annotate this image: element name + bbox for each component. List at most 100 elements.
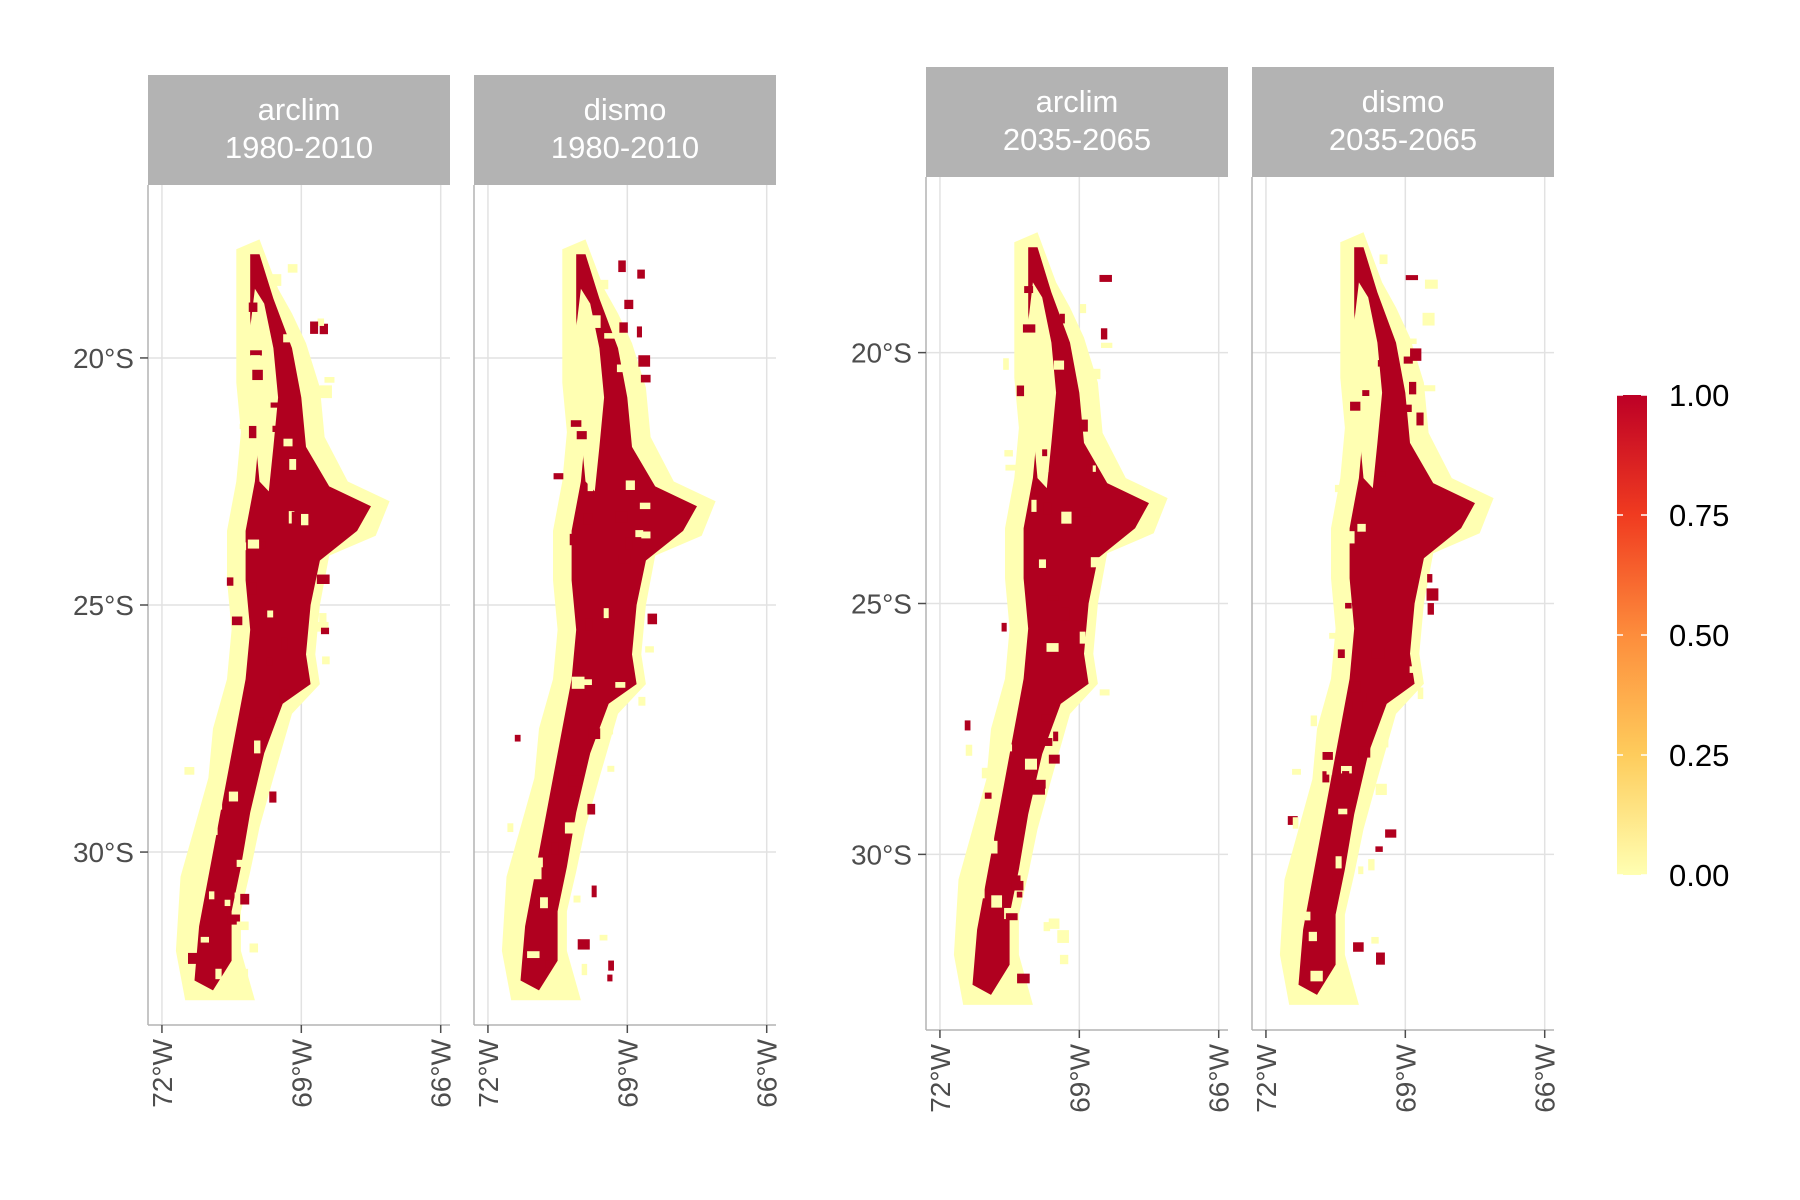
- raster-cell: [607, 765, 615, 772]
- raster-cell: [319, 385, 332, 399]
- raster-cell: [636, 326, 642, 338]
- raster-cell: [1350, 401, 1361, 411]
- raster-cell: [618, 554, 631, 564]
- facet-strip-label: arclim: [258, 92, 341, 127]
- raster-cell: [564, 822, 576, 834]
- raster-cell: [1059, 313, 1065, 324]
- raster-cell: [283, 438, 293, 447]
- raster-cell: [187, 952, 200, 964]
- raster-cell: [234, 892, 242, 903]
- raster-cell: [231, 616, 243, 626]
- raster-cell: [638, 696, 646, 706]
- raster-cell: [1003, 358, 1009, 370]
- raster-cell: [210, 825, 218, 835]
- raster-cell: [316, 621, 329, 632]
- raster-cell: [591, 885, 597, 898]
- raster-cell: [1326, 810, 1333, 818]
- raster-cell: [1385, 829, 1397, 838]
- region-present: [972, 247, 1149, 995]
- raster-cell: [1362, 390, 1370, 397]
- raster-cell: [1292, 768, 1301, 775]
- raster-cell: [270, 402, 279, 408]
- raster-cell: [1410, 348, 1422, 361]
- raster-cell: [243, 348, 256, 356]
- raster-cell: [208, 891, 215, 900]
- raster-cell: [239, 542, 247, 551]
- raster-cell: [1377, 360, 1386, 367]
- raster-cell: [553, 473, 564, 480]
- raster-cell: [581, 384, 590, 397]
- raster-cell: [1042, 449, 1048, 457]
- raster-cell: [1043, 922, 1051, 932]
- raster-cell: [570, 439, 578, 450]
- raster-cell: [215, 968, 222, 980]
- raster-cell: [1416, 412, 1424, 426]
- raster-cell: [581, 963, 588, 976]
- raster-cell: [1079, 631, 1086, 644]
- raster-cell: [1409, 666, 1416, 673]
- region-absent-coastal-gap: [576, 288, 605, 492]
- raster-cell: [240, 893, 250, 905]
- raster-cell: [250, 350, 262, 356]
- raster-cell: [1025, 353, 1034, 360]
- raster-cell: [252, 369, 263, 381]
- raster-cell: [1088, 368, 1101, 380]
- raster-cell: [1099, 689, 1110, 696]
- raster-cell: [615, 511, 628, 523]
- legend-tick-label: 0.25: [1669, 738, 1729, 773]
- x-tick-label: 69°W: [1064, 1043, 1095, 1112]
- raster-cell: [1329, 632, 1337, 639]
- y-tick-label: 30°S: [73, 837, 134, 868]
- y-tick-label: 20°S: [851, 338, 912, 369]
- raster-cell: [1005, 913, 1018, 921]
- raster-cell: [1427, 574, 1433, 583]
- region-absent-coastal-gap: [1028, 282, 1057, 489]
- raster-cell: [1022, 324, 1036, 333]
- raster-cell: [618, 260, 626, 273]
- raster-cell: [227, 914, 240, 925]
- raster-cell: [650, 462, 660, 474]
- raster-cell: [587, 481, 594, 492]
- raster-cell: [1039, 463, 1049, 473]
- raster-cell: [1079, 419, 1088, 432]
- raster-cell: [1347, 531, 1355, 544]
- raster-cell: [1048, 754, 1060, 764]
- raster-cell: [1039, 439, 1046, 445]
- raster-cell: [619, 322, 628, 333]
- raster-cell: [319, 613, 327, 622]
- raster-cell: [570, 420, 582, 427]
- raster-cell: [615, 682, 626, 688]
- raster-cell: [1086, 464, 1093, 473]
- raster-cell: [1358, 746, 1371, 758]
- raster-cell: [287, 264, 298, 273]
- raster-cell: [1376, 952, 1385, 965]
- x-tick-label: 66°W: [426, 1038, 457, 1107]
- raster-cell: [317, 318, 325, 326]
- raster-cell: [1343, 886, 1349, 899]
- raster-cell: [1046, 643, 1059, 652]
- raster-cell: [635, 530, 644, 538]
- raster-cell: [254, 740, 261, 754]
- raster-cell: [645, 646, 654, 653]
- raster-cell: [637, 269, 645, 279]
- facet-strip-label: dismo: [584, 92, 667, 127]
- raster-cell: [531, 866, 542, 880]
- raster-cell: [587, 803, 596, 815]
- raster-cell: [647, 613, 658, 625]
- raster-cell: [527, 951, 540, 959]
- raster-cell: [1053, 731, 1059, 742]
- raster-cell: [1342, 771, 1350, 777]
- facet-strip: [148, 75, 450, 185]
- raster-cell: [249, 943, 259, 953]
- raster-cell: [1038, 559, 1046, 568]
- region-absent-coastal-gap: [250, 288, 279, 492]
- raster-cell: [1079, 304, 1087, 314]
- raster-cell: [1358, 866, 1364, 875]
- raster-cell: [571, 676, 585, 689]
- raster-cell: [1304, 911, 1311, 921]
- raster-cell: [1403, 356, 1413, 364]
- raster-cell: [608, 960, 614, 971]
